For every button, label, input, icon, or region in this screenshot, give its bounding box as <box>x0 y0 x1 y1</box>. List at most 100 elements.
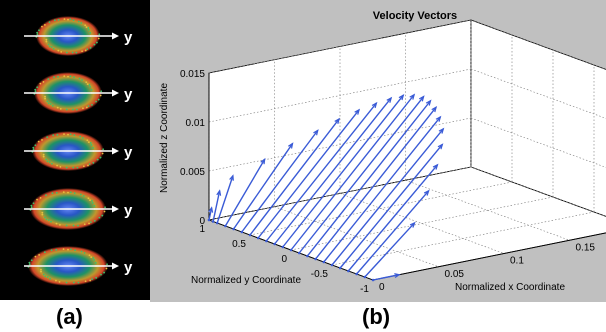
arrow-head-icon <box>112 205 119 213</box>
grid-line <box>470 166 606 217</box>
profile-axis-label: y <box>124 86 133 103</box>
vector-arrowhead <box>371 101 378 109</box>
y-tick-label: 0 <box>281 254 287 265</box>
velocity-vector-plot: 00.0050.010.01510.50-0.5-100.050.10.150.… <box>159 10 606 295</box>
speckle <box>46 276 49 278</box>
speckle <box>87 27 90 29</box>
speckle <box>88 254 91 257</box>
speckle <box>93 259 96 261</box>
speckle <box>95 100 97 103</box>
speckle <box>90 89 93 91</box>
speckle <box>97 37 100 40</box>
speckle <box>50 220 52 223</box>
speckle <box>65 166 68 169</box>
speckle <box>53 76 55 79</box>
speckle <box>85 26 88 29</box>
velocity-vector <box>216 175 234 224</box>
y-tick-label: 1 <box>199 224 205 235</box>
speckle <box>43 24 46 26</box>
vector-base-point <box>347 269 350 273</box>
vector-base-point <box>330 263 334 267</box>
vector-base-point <box>248 233 252 237</box>
beam-profile-panel: y y y y y <box>0 0 150 300</box>
speckle <box>72 19 75 22</box>
speckle <box>95 276 98 279</box>
beam-profile: y <box>24 72 133 114</box>
arrow-head-icon <box>112 89 119 97</box>
vector-arrowhead <box>229 174 234 181</box>
speckle <box>86 48 89 51</box>
velocity-vector <box>347 164 439 272</box>
grid-line <box>470 68 606 119</box>
grid-line <box>331 211 595 266</box>
grid-line <box>405 179 570 241</box>
speckle <box>30 206 33 209</box>
speckle <box>81 137 84 139</box>
speckle <box>89 279 92 282</box>
z-tick-label: 0 <box>199 216 205 227</box>
speckle <box>103 210 106 213</box>
vector-arrowhead <box>409 221 416 228</box>
arrow-head-icon <box>112 32 119 40</box>
grid-line <box>208 68 472 123</box>
arrow-head-icon <box>112 147 119 155</box>
velocity-vector <box>306 100 432 257</box>
vector-base-point <box>306 254 309 258</box>
grid-line <box>470 117 606 168</box>
z-tick-label: 0.01 <box>186 118 206 129</box>
vector-base-point <box>297 251 301 255</box>
speckle <box>37 140 40 143</box>
velocity-vector <box>265 102 377 242</box>
speckle <box>69 191 72 194</box>
speckle <box>82 107 84 110</box>
y-axis-title: Normalized y Coordinate <box>191 275 301 286</box>
vector-arrowhead <box>313 129 319 136</box>
speckle <box>90 144 93 146</box>
speckle <box>105 267 108 270</box>
speckle <box>91 278 93 281</box>
velocity-vector <box>257 109 360 239</box>
speckle <box>46 136 49 139</box>
speckle <box>41 211 44 214</box>
speckle <box>103 271 105 274</box>
speckle <box>34 90 37 93</box>
speckle <box>56 164 59 167</box>
speckle <box>63 133 65 136</box>
beam-profile: y <box>24 16 133 56</box>
speckle <box>38 29 40 32</box>
speckle <box>80 22 83 24</box>
speckle <box>102 148 105 151</box>
speckle <box>28 263 31 266</box>
speckle <box>76 166 79 169</box>
speckle <box>93 219 96 222</box>
speckle <box>75 51 78 54</box>
speckle <box>83 252 86 254</box>
speckle <box>101 152 104 155</box>
speckle <box>72 224 75 227</box>
speckle <box>56 106 59 109</box>
speckle <box>53 19 56 22</box>
speckle <box>60 50 63 53</box>
speckle <box>98 33 101 36</box>
speckle <box>59 107 62 110</box>
vector-arrowhead <box>437 143 444 150</box>
vector-base-point <box>273 242 276 246</box>
panel-a-caption: (a) <box>56 304 83 329</box>
vector-arrowhead <box>425 99 432 106</box>
z-axis-title: Normalized z Coordinate <box>159 83 170 193</box>
speckle <box>67 248 69 251</box>
speckle <box>84 49 87 52</box>
speckle <box>78 77 81 80</box>
speckle <box>89 199 91 202</box>
speckle <box>73 76 75 79</box>
velocity-vector <box>315 106 437 260</box>
velocity-vector <box>208 207 213 221</box>
speckle <box>56 133 59 136</box>
speckle <box>92 147 94 149</box>
speckle <box>87 29 90 31</box>
speckle <box>89 46 92 49</box>
speckle <box>51 104 54 107</box>
speckle <box>57 18 60 21</box>
speckle <box>71 51 74 54</box>
speckle <box>42 155 45 158</box>
